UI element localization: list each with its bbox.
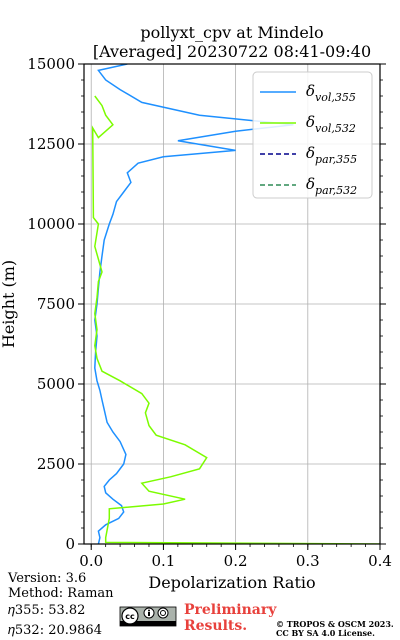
svg-text:cc: cc [125,612,135,621]
method-text: Method: Raman [8,586,114,601]
y-tick-label: 7500 [37,295,75,313]
eta532-text: 𝜂532: 20.9864 [8,623,102,638]
legend-label-sub-1: vol,532 [315,122,356,135]
y-tick-label: 5000 [37,375,75,393]
y-tick-label: 15000 [27,55,75,73]
x-tick-label: 0.1 [151,552,175,570]
results-label: Results. [184,618,247,634]
legend-label-sub-3: par,532 [315,184,357,197]
y-tick-label: 10000 [27,215,75,233]
cc-by-sa-icon: cc [119,606,177,627]
series-lines [91,64,380,544]
chart-title: pollyxt_cpv at Mindelo [140,23,323,42]
y-tick-label: 2500 [37,455,75,473]
legend-box [252,71,373,199]
copyright-line-1: © TROPOS & OSCM 2023. [276,619,394,629]
version-text: Version: 3.6 [7,571,86,586]
x-axis-label: Depolarization Ratio [148,573,315,592]
x-tick-label: 0.3 [296,552,320,570]
y-axis-label: Height (m) [0,260,18,348]
series-line-1 [91,95,380,544]
preliminary-label: Preliminary [184,602,277,618]
copyright-line-2: CC BY SA 4.0 License. [276,628,375,638]
eta355-text: 𝜂355: 53.82 [8,603,85,618]
y-tick-label: 0 [65,535,75,553]
legend-label-sub-2: par,355 [315,153,357,166]
x-tick-label: 0.4 [368,552,392,570]
x-tick-label: 0.2 [224,552,248,570]
legend-label-sub-0: vol,355 [315,91,356,104]
y-tick-label: 12500 [27,135,75,153]
series-line-0 [94,64,294,544]
ticks: 0.0 0.1 0.2 0.3 0.4 0 2500 5000 7500 10000 12500 15… [27,55,392,570]
chart-subtitle: [Averaged] 20230722 08:41-09:40 [93,42,371,61]
x-tick-label: 0.0 [79,552,103,570]
